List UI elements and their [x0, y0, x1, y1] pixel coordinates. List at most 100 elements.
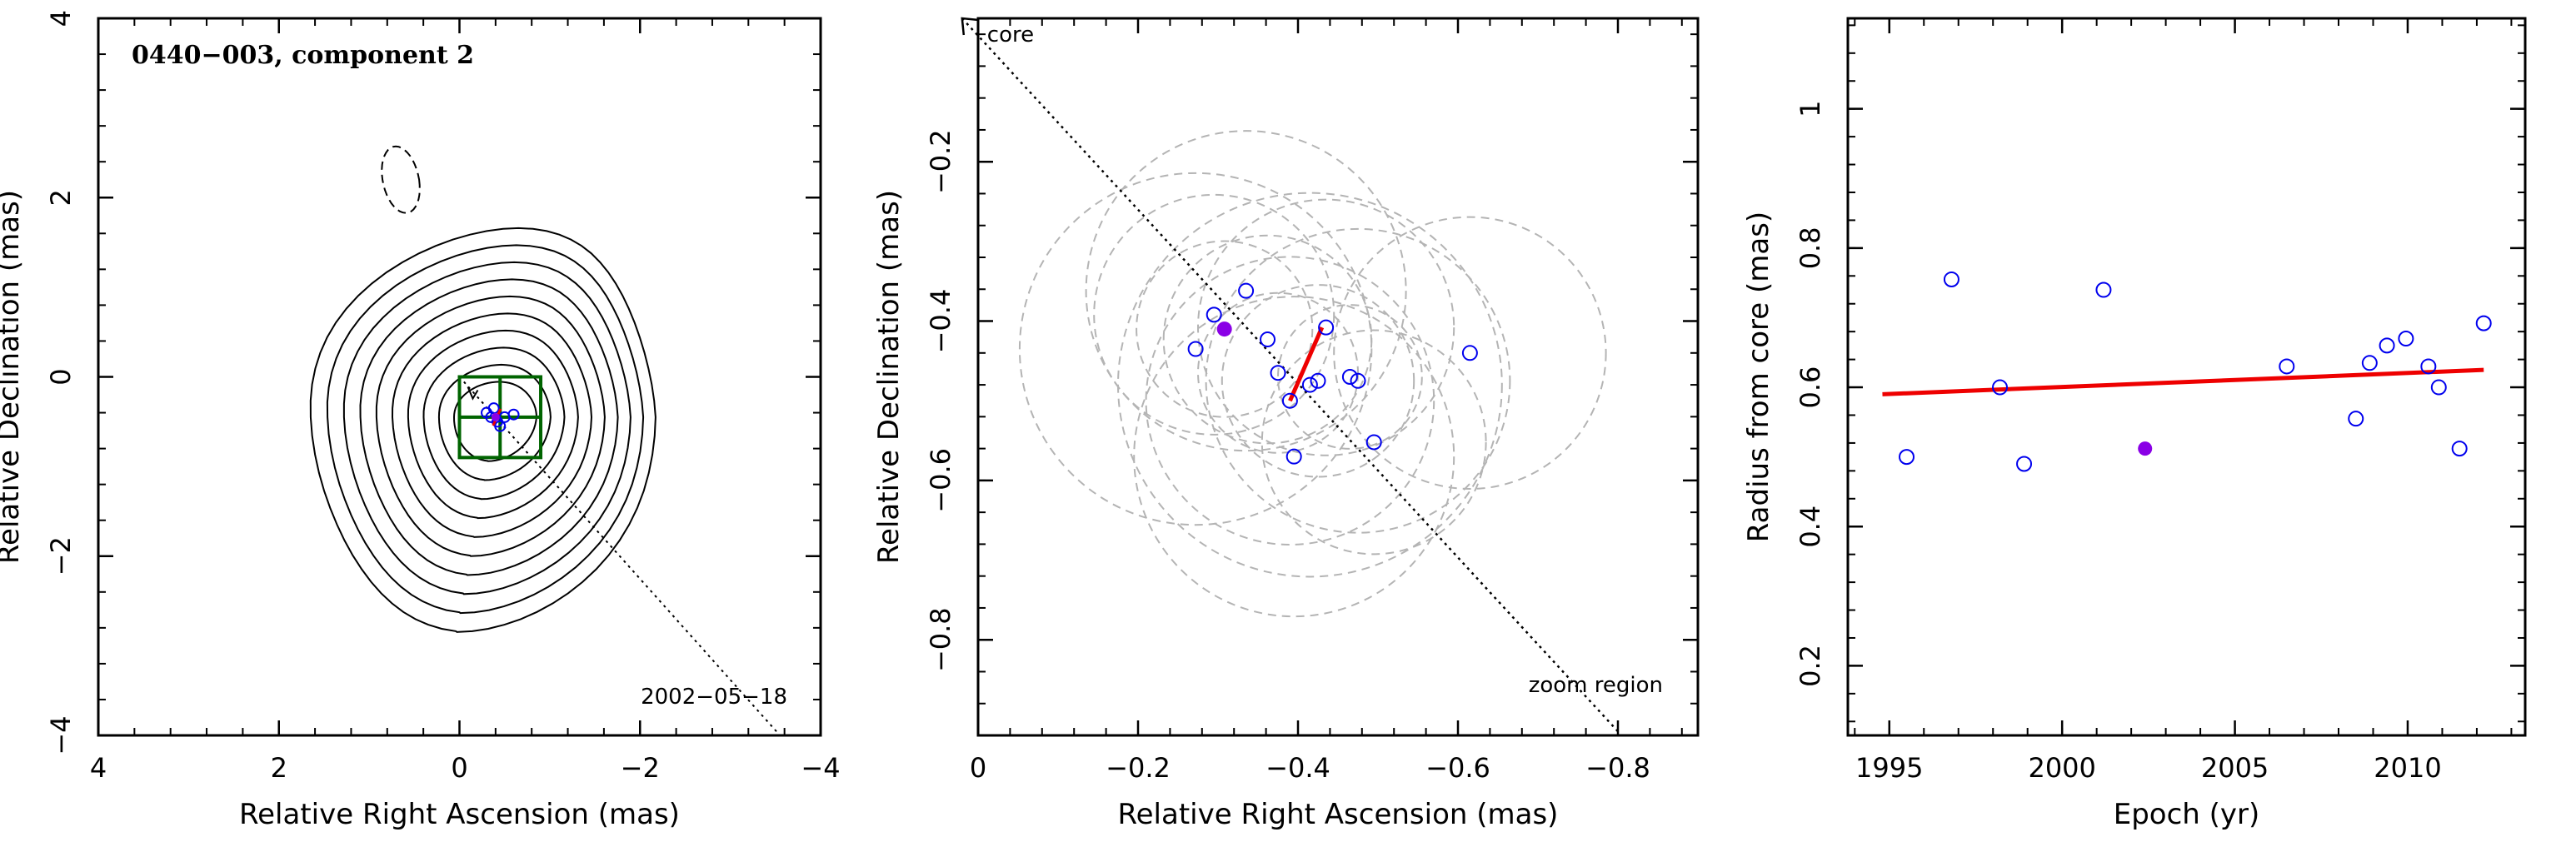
- open-point: [1260, 331, 1276, 348]
- contour-line: [342, 261, 632, 595]
- open-point: [2451, 441, 2468, 457]
- x-tick-label: 2010: [2374, 752, 2441, 784]
- radius-fit-line: [1882, 367, 2484, 396]
- x-axis-label: Relative Right Ascension (mas): [1118, 798, 1559, 831]
- x-tick-label: 1995: [1855, 752, 1923, 784]
- y-tick-label: −0.6: [925, 448, 956, 513]
- negative-contour: [381, 145, 421, 214]
- panel-zoom-region: 0 −0.2 −0.4 −0.6 −0.8 −0.2 −0.4 −0.6 −0.8 core z…: [872, 17, 1700, 831]
- open-point: [2475, 315, 2492, 331]
- highlight-point: [491, 412, 500, 421]
- highlight-point: [2138, 441, 2153, 456]
- motion-fit-line: [1288, 326, 1325, 402]
- y-tick-label: −4: [45, 715, 77, 755]
- error-circles: [1018, 130, 1607, 618]
- open-point: [487, 402, 500, 415]
- open-point: [2095, 282, 2112, 298]
- component-points: [1187, 282, 1478, 465]
- y-tick-label: −0.4: [925, 289, 956, 354]
- open-point: [2379, 337, 2395, 354]
- open-point: [2430, 379, 2447, 396]
- x-tick-label: 0: [451, 752, 467, 784]
- y-tick-label: 0.2: [1795, 645, 1826, 687]
- panel-contour-map: 4 2 0 −2 −4 4 2 0 −2 −4 0440−003, component 2 200…: [0, 10, 841, 831]
- open-point: [1992, 379, 2009, 396]
- open-point: [1206, 306, 1222, 323]
- x-tick-label: 2005: [2201, 752, 2269, 784]
- contour-line: [407, 329, 579, 520]
- open-point: [1365, 434, 1382, 451]
- y-tick-label: 4: [45, 10, 77, 27]
- error-circle: [1197, 198, 1455, 456]
- open-point: [1187, 341, 1204, 357]
- open-point: [1270, 365, 1286, 381]
- axis-ticks: 0 −0.2 −0.4 −0.6 −0.8 −0.2 −0.4 −0.6 −0.8: [925, 18, 1698, 784]
- open-point: [1281, 392, 1298, 409]
- error-circle: [1018, 172, 1373, 526]
- y-tick-label: 1: [1795, 100, 1826, 117]
- open-point: [1318, 319, 1335, 336]
- error-circle: [1085, 130, 1407, 452]
- x-tick-label: −0.2: [1106, 752, 1171, 784]
- x-tick-label: −0.4: [1266, 752, 1330, 784]
- y-tick-label: 0.8: [1795, 227, 1826, 269]
- open-point: [1350, 372, 1366, 389]
- contour-line: [359, 278, 619, 576]
- y-axis-label: Relative Declination (mas): [0, 190, 26, 564]
- y-tick-label: −0.8: [925, 607, 956, 672]
- error-circle: [1277, 304, 1423, 450]
- y-tick-label: −0.2: [925, 129, 956, 194]
- open-point: [2348, 411, 2364, 427]
- x-tick-label: 0: [970, 752, 986, 784]
- contour-line: [375, 295, 606, 557]
- x-tick-label: 2: [271, 752, 287, 784]
- core-label: core: [987, 22, 1034, 47]
- x-tick-label: −0.6: [1425, 752, 1490, 784]
- open-point: [2279, 358, 2295, 375]
- error-circle: [1333, 216, 1607, 490]
- contour-line: [391, 312, 593, 538]
- error-circle: [1261, 329, 1487, 556]
- error-circle: [1145, 256, 1435, 546]
- axis-ticks: 4 2 0 −2 −4 4 2 0 −2 −4: [45, 10, 841, 784]
- y-axis-label: Relative Declination (mas): [872, 190, 906, 564]
- y-tick-label: 0.4: [1795, 506, 1826, 548]
- error-circle: [1133, 296, 1455, 618]
- open-point: [1286, 448, 1302, 465]
- y-tick-label: 0.6: [1795, 366, 1826, 409]
- open-point: [1943, 271, 1959, 287]
- axis-ticks: 1995 2000 2005 2010 0.2 0.4 0.6 0.8 1: [1795, 18, 2525, 784]
- error-circle: [1221, 284, 1415, 478]
- epoch-label: 2002−05−18: [641, 685, 787, 710]
- component-points: [481, 402, 520, 432]
- open-point: [507, 408, 520, 421]
- error-circle: [1117, 192, 1503, 578]
- open-point: [494, 420, 507, 432]
- x-tick-label: −0.8: [1585, 752, 1650, 784]
- error-circle: [1205, 227, 1511, 534]
- open-point: [2361, 355, 2378, 371]
- open-point: [1238, 282, 1255, 299]
- open-point: [2016, 456, 2033, 472]
- core-marker-icon: [467, 386, 479, 401]
- error-circle: [1093, 193, 1335, 436]
- error-circle: [1162, 234, 1373, 445]
- x-tick-label: 2000: [2028, 752, 2095, 784]
- zoom-region-label: zoom region: [1529, 673, 1663, 698]
- x-tick-label: −2: [621, 752, 660, 784]
- core-arrow-icon: [961, 17, 979, 36]
- core-direction-line: [961, 17, 1619, 733]
- panel-title: 0440−003, component 2: [132, 41, 474, 70]
- y-tick-label: 0: [45, 368, 77, 385]
- radius-points: [1899, 271, 2492, 472]
- y-tick-label: −2: [45, 536, 77, 575]
- x-tick-label: −4: [801, 752, 840, 784]
- plot-frame: [976, 17, 1700, 737]
- open-point: [2420, 358, 2437, 375]
- contour-lines: [309, 227, 656, 633]
- highlight-point: [1216, 321, 1232, 337]
- contour-line: [309, 227, 656, 633]
- contour-line: [437, 363, 552, 481]
- contour-line: [326, 244, 645, 615]
